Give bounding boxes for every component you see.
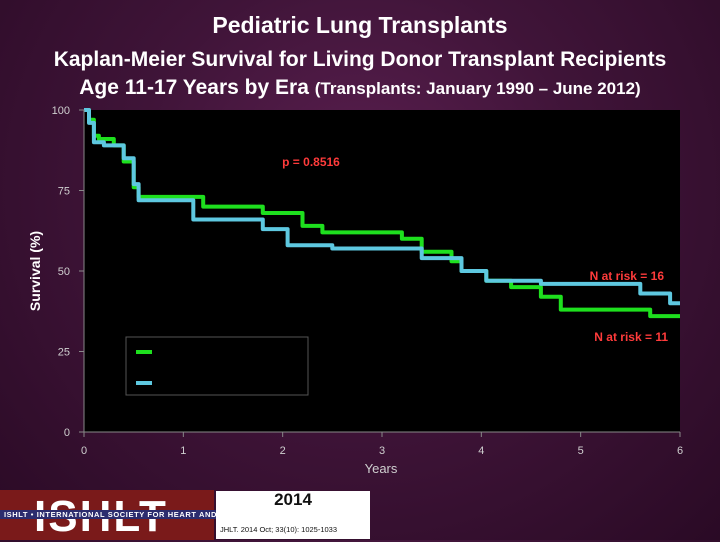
subtitle-line-1: Kaplan-Meier Survival for Living Donor T… xyxy=(53,48,667,71)
x-tick-label: 3 xyxy=(379,445,385,457)
logo-tagline-strip xyxy=(0,510,370,519)
legend-box xyxy=(125,336,309,396)
y-tick-label: 50 xyxy=(58,266,70,278)
subtitle-line-2: Age 11-17 Years by Era (Transplants: Jan… xyxy=(0,74,720,103)
slide-subtitle: Kaplan-Meier Survival for Living Donor T… xyxy=(0,46,720,103)
x-tick-label: 6 xyxy=(677,445,683,457)
survival-chart: 0 25 50 75 100 0 1 2 3 4 5 6 Survival (%) Years p =… xyxy=(27,105,684,476)
p-value-annotation: p = 0.8516 xyxy=(282,155,340,169)
slide-title: Pediatric Lung Transplants xyxy=(212,12,508,38)
n-at-risk-series1: N at risk = 16 xyxy=(590,269,665,283)
citation-reference: JHLT. 2014 Oct; 33(10): 1025-1033 xyxy=(220,525,338,534)
y-tick-label: 100 xyxy=(52,105,70,117)
survival-curve-series-1 xyxy=(84,108,680,319)
x-tick-label: 5 xyxy=(578,445,584,457)
citation-year: 2014 xyxy=(274,490,312,509)
x-tick-label: 0 xyxy=(81,445,87,457)
survival-curve-series-2 xyxy=(84,108,680,306)
x-tick-label: 4 xyxy=(478,445,484,457)
subtitle-era: Age 11-17 Years by Era xyxy=(79,76,309,99)
y-axis-title: Survival (%) xyxy=(27,231,43,311)
x-axis-title: Years xyxy=(365,461,398,476)
legend xyxy=(125,336,309,396)
y-tick-label: 25 xyxy=(58,347,70,359)
y-tick-label: 75 xyxy=(58,186,70,198)
x-tick-label: 2 xyxy=(280,445,286,457)
y-tick-label: 0 xyxy=(64,427,70,439)
subtitle-date-range: (Transplants: January 1990 – June 2012) xyxy=(314,79,641,98)
x-tick-label: 1 xyxy=(180,445,186,457)
logo-tagline: ISHLT • INTERNATIONAL SOCIETY FOR HEART … xyxy=(4,510,329,519)
citation-box xyxy=(216,491,370,539)
n-at-risk-series2: N at risk = 11 xyxy=(594,330,668,344)
